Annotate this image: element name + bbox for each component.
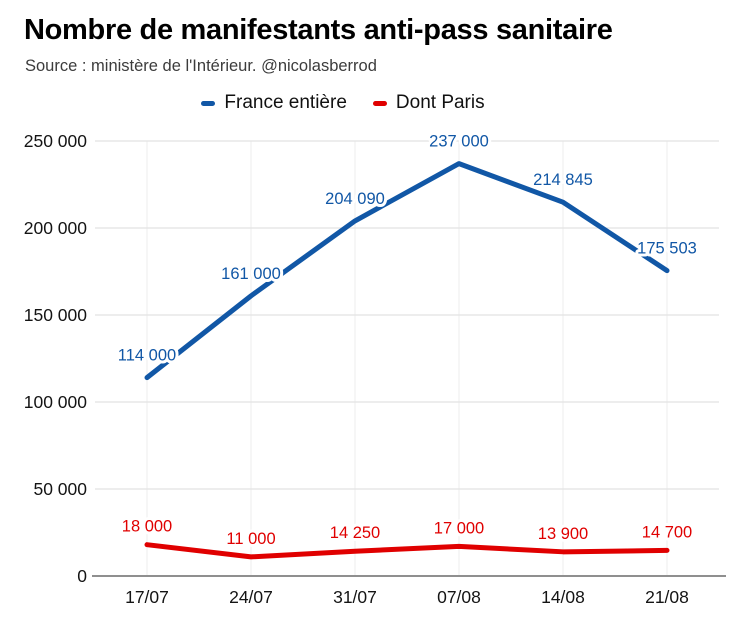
chart-title: Nombre de manifestants anti-pass sanitai… [24, 14, 613, 46]
data-label-dont-paris-31-07: 14 250 [330, 524, 380, 542]
legend-dash-icon [372, 100, 387, 106]
x-tick-label: 17/07 [125, 587, 169, 607]
legend-label-dont-paris: Dont Paris [395, 92, 485, 113]
data-label-dont-paris-24-07: 11 000 [226, 530, 275, 548]
y-tick-label: 0 [77, 566, 87, 586]
x-tick-label: 24/07 [229, 587, 273, 607]
legend-item-dont-paris: Dont Paris [372, 92, 485, 114]
data-label-france-entiere-24-07: 161 000 [221, 265, 281, 283]
legend-label-france-entiere: France entière [224, 92, 347, 113]
y-tick-label: 150 000 [24, 305, 88, 325]
x-tick-label: 07/08 [437, 587, 481, 607]
y-tick-label: 50 000 [33, 479, 87, 499]
x-tick-label: 21/08 [645, 587, 689, 607]
data-label-france-entiere-31-07: 204 090 [325, 190, 385, 208]
data-label-dont-paris-21-08: 14 700 [642, 523, 692, 541]
data-label-france-entiere-17-07: 114 000 [118, 347, 176, 365]
y-tick-label: 200 000 [24, 218, 88, 238]
legend: France entière Dont Paris [0, 92, 686, 114]
x-tick-label: 31/07 [333, 587, 377, 607]
data-label-france-entiere-14-08: 214 845 [533, 171, 593, 189]
legend-dash-icon [201, 100, 216, 106]
x-tick-label: 14/08 [541, 587, 585, 607]
chart-source: Source : ministère de l'Intérieur. @nico… [25, 57, 377, 75]
series-line-dont-paris [144, 542, 670, 560]
y-tick-label: 100 000 [24, 392, 88, 412]
data-label-france-entiere-07-08: 237 000 [429, 133, 489, 151]
y-tick-label: 250 000 [24, 131, 88, 151]
data-label-dont-paris-17-07: 18 000 [122, 518, 172, 536]
data-label-france-entiere-21-08: 175 503 [637, 240, 697, 258]
data-label-dont-paris-14-08: 13 900 [538, 525, 588, 543]
data-label-dont-paris-07-08: 17 000 [434, 519, 484, 537]
series-line-france-entiere [144, 161, 670, 381]
legend-item-france-entiere: France entière [201, 92, 347, 114]
